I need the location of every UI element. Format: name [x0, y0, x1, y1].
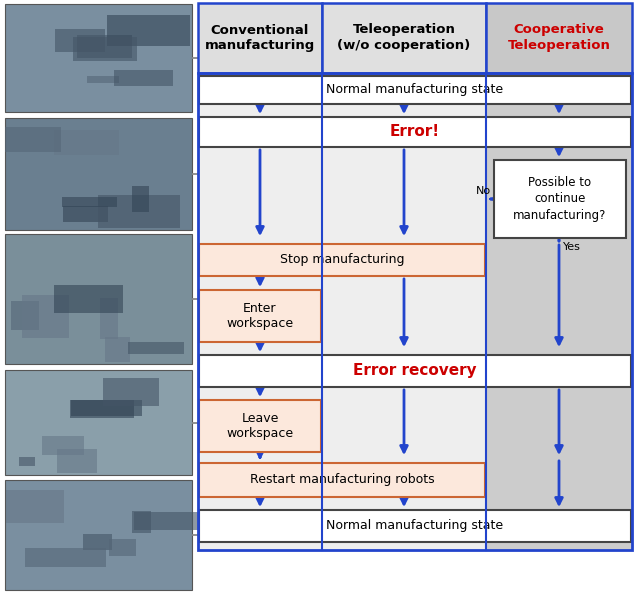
Bar [5, 234, 192, 364]
Text: Possible to
continue
manufacturing?: Possible to continue manufacturing? [513, 177, 607, 222]
Bar [22, 295, 69, 337]
Bar [70, 401, 141, 416]
Text: No: No [476, 186, 491, 196]
Bar [5, 118, 192, 230]
Bar [11, 301, 39, 330]
Bar [494, 160, 626, 238]
Bar [115, 70, 173, 86]
Bar [83, 534, 112, 550]
Bar [42, 436, 84, 455]
Text: Stop manufacturing: Stop manufacturing [280, 254, 404, 266]
Text: Cooperative
Teleoperation: Cooperative Teleoperation [508, 24, 611, 52]
Bar [77, 35, 132, 58]
Bar [198, 73, 632, 550]
Bar [322, 73, 486, 550]
Bar [5, 480, 192, 590]
Bar [6, 490, 64, 523]
Bar [86, 76, 119, 83]
Text: Teleoperation
(w/o cooperation): Teleoperation (w/o cooperation) [337, 24, 470, 52]
Bar [199, 244, 485, 276]
Bar [199, 400, 321, 452]
Bar [199, 355, 631, 387]
Text: Leave
workspace: Leave workspace [227, 412, 294, 441]
Bar [199, 463, 485, 497]
Bar [5, 370, 192, 475]
Bar [103, 378, 159, 406]
Bar [63, 206, 108, 222]
Bar [134, 512, 213, 530]
Bar [55, 29, 105, 52]
Bar [100, 297, 118, 339]
Bar [198, 3, 322, 73]
Text: Yes: Yes [563, 242, 581, 252]
Text: Conventional
manufacturing: Conventional manufacturing [205, 24, 315, 52]
Text: Restart manufacturing robots: Restart manufacturing robots [250, 473, 435, 486]
Text: Normal manufacturing state: Normal manufacturing state [326, 520, 504, 532]
Bar [19, 457, 35, 466]
Bar [25, 548, 106, 568]
Bar [486, 3, 632, 73]
Bar [199, 117, 631, 147]
Bar [322, 3, 486, 73]
Bar [54, 131, 119, 155]
Bar [98, 195, 180, 228]
Bar [199, 76, 631, 104]
Bar [128, 342, 184, 354]
Text: Enter
workspace: Enter workspace [227, 302, 294, 330]
Bar [5, 127, 61, 152]
Bar [104, 337, 130, 362]
Bar [198, 73, 322, 550]
Bar [109, 539, 136, 556]
Text: Normal manufacturing state: Normal manufacturing state [326, 84, 504, 97]
Bar [132, 186, 149, 212]
Bar [73, 37, 137, 61]
Bar [70, 400, 134, 418]
Bar [61, 197, 117, 207]
Bar [132, 511, 151, 534]
Bar [5, 4, 192, 112]
Bar [486, 73, 632, 550]
Text: Error!: Error! [390, 124, 440, 140]
Bar [199, 510, 631, 542]
Bar [199, 290, 321, 342]
Bar [57, 449, 97, 473]
Bar [54, 285, 124, 313]
Bar [107, 15, 190, 46]
Text: Error recovery: Error recovery [353, 364, 477, 379]
